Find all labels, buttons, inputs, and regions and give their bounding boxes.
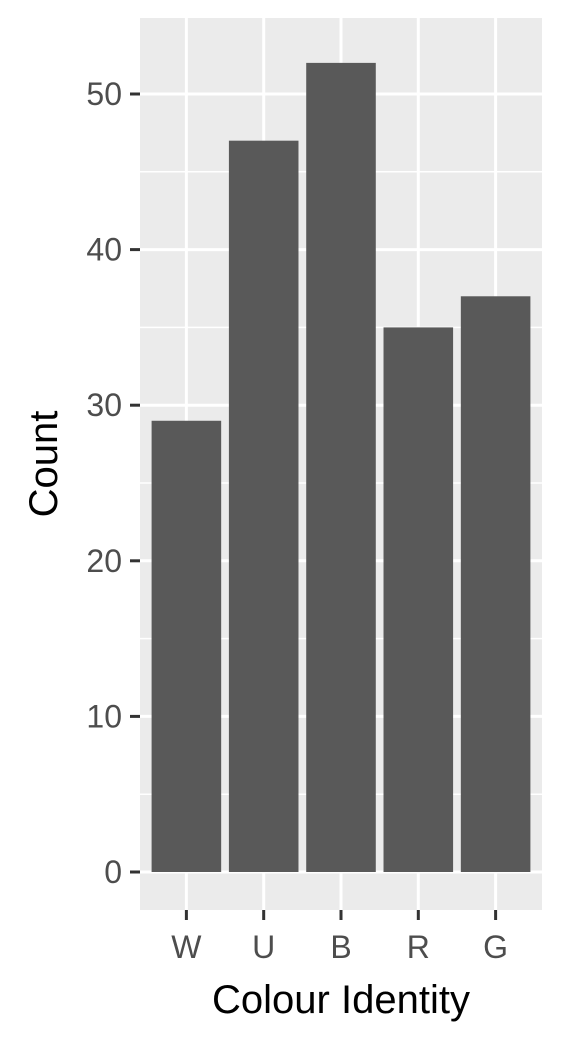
x-tick-label: R (407, 929, 430, 965)
bar-G (460, 296, 531, 872)
bar-R (383, 327, 454, 872)
y-axis: 0 10 20 30 40 50 (86, 76, 140, 890)
bars (151, 62, 531, 872)
bar-B (306, 62, 376, 872)
bar-U (228, 140, 299, 872)
y-axis-title: Count (22, 411, 66, 518)
bar-W (151, 420, 222, 872)
y-tick-label: 0 (104, 854, 122, 890)
x-tick-label: G (483, 929, 508, 965)
x-tick-label: B (330, 929, 351, 965)
y-tick-label: 50 (86, 76, 122, 112)
y-tick-label: 40 (86, 232, 122, 268)
y-tick-label: 20 (86, 543, 122, 579)
x-tick-label: U (252, 929, 275, 965)
x-tick-label: W (171, 929, 202, 965)
y-tick-label: 10 (86, 698, 122, 734)
x-axis-title: Colour Identity (212, 978, 470, 1022)
y-tick-label: 30 (86, 387, 122, 423)
